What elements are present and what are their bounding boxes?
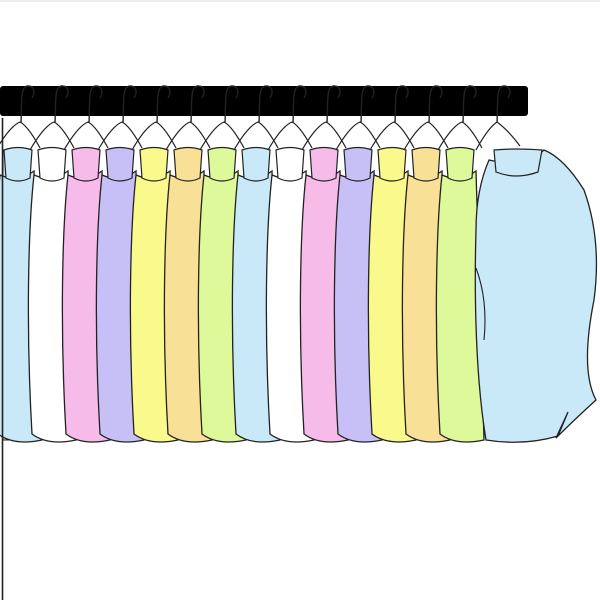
shirt-collar [105,146,135,182]
hanger-wire [475,121,521,151]
hanger-wire [63,121,109,151]
hanging-shirt-14 [435,121,485,443]
shirt-collar [275,146,305,182]
shirt-collar [241,146,271,182]
hanger-hook [122,85,137,124]
shirt-collar [445,146,475,182]
hanger-hook [428,85,443,124]
shirt-collar [493,148,543,177]
hanging-shirt-15 [474,121,598,443]
hanger-wire [369,121,415,151]
hanger-wire [437,121,483,151]
shirt-collar [411,146,441,182]
hanger-hooks [20,85,511,124]
shirt-collar [71,146,101,182]
hanger-hook [54,85,69,124]
hanger-wire [267,121,313,151]
hanger-wire [0,121,41,149]
hanger-wire [131,121,177,151]
hanger-hook [292,85,307,124]
hanger-wire [233,121,279,151]
shirt-collar [309,146,339,182]
hanger-hook [462,85,477,124]
shirt-collar [37,146,67,182]
shirt-collar [343,146,373,182]
hanger-hook [394,85,409,124]
hanger-hook [496,85,511,124]
shirt-body-front [474,149,598,443]
hanger-wire [29,121,75,151]
shirt-collar [139,146,169,182]
hanger-hook [360,85,375,124]
hanger-wire [335,121,381,151]
hanger-hook [88,85,103,124]
clothes-rod [0,86,528,116]
sleeve-fold [475,267,486,341]
hanger-hook [20,85,35,124]
hanger-wire [301,121,347,151]
hanging-shirts-front [0,121,598,443]
hanger-hook [258,85,273,124]
hanger-hook [224,85,239,124]
hanger-wire [403,121,449,151]
shirt-body [435,169,485,443]
shirt-collar [173,146,203,182]
shirt-collar [3,146,33,182]
hanger-wire [97,121,143,151]
hanger-wire [165,121,211,151]
hanger-hook [326,85,341,124]
shirt-collar [207,146,237,182]
hanger-wire [199,121,245,151]
shirt-collar [377,146,407,182]
hanger-hook [156,85,171,124]
hanger-hook [190,85,205,124]
